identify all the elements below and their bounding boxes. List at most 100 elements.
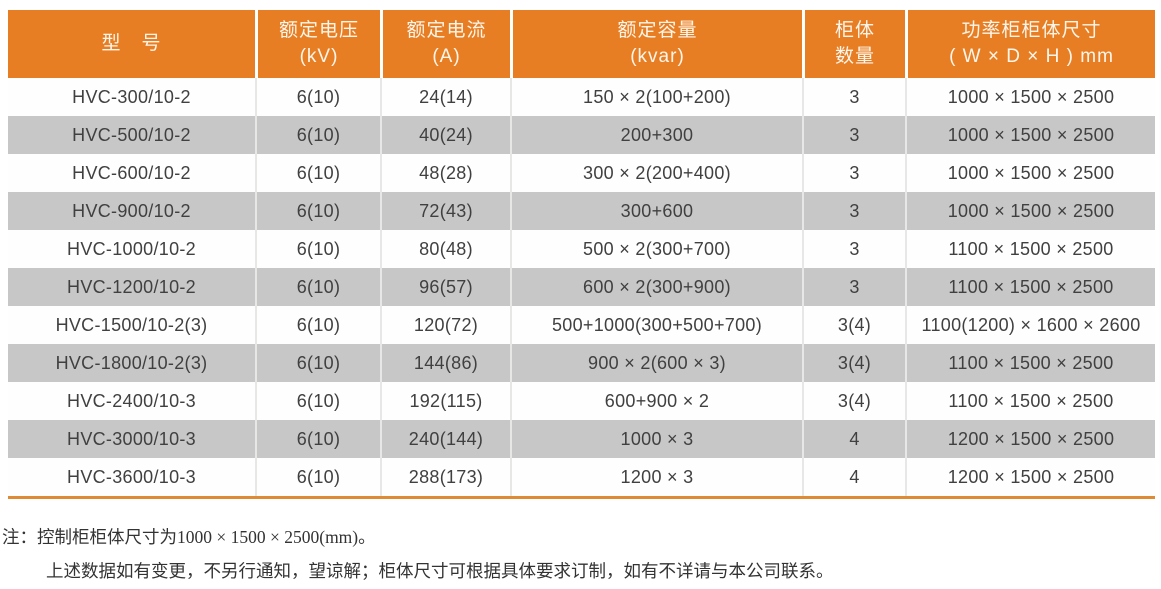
header-label: 功率柜柜体尺寸 <box>961 20 1102 41</box>
table-cell: 240(144) <box>380 420 510 458</box>
table-row: HVC-1500/10-2(3) 6(10) 120(72) 500+1000(300… <box>8 306 1155 344</box>
table-cell: 4 <box>802 420 905 458</box>
table-row: HVC-1200/10-2 6(10) 96(57) 600 × 2(300+900)… <box>8 268 1155 306</box>
table-cell: HVC-1800/10-2(3) <box>55 352 208 373</box>
table-cell: 192(115) <box>380 382 510 420</box>
table-cell: 6(10) <box>255 268 380 306</box>
table-row: HVC-3000/10-3 6(10) 240(144) 1000 × 3 4 1200 … <box>8 420 1155 458</box>
header-label: 额定电流 <box>406 20 487 41</box>
table-cell: 3 <box>802 230 905 268</box>
header-label: 额定容量 <box>617 20 698 41</box>
table-row: HVC-1000/10-2 6(10) 80(48) 500 × 2(300+700)… <box>8 230 1155 268</box>
spec-table: 型 号 额定电压 (kV) 额定电流 (A) 额定容量 (kvar) 柜体 数量… <box>8 10 1155 499</box>
notes: 注：控制柜柜体尺寸为1000 × 1500 × 2500(mm)。 上述数据如有… <box>2 520 1152 588</box>
table-cell: 3(4) <box>802 344 905 382</box>
table-cell: 80(48) <box>380 230 510 268</box>
table-cell: 3(4) <box>802 382 905 420</box>
table-cell: HVC-500/10-2 <box>72 124 191 145</box>
table-body: HVC-300/10-2 6(10) 24(14) 150 × 2(100+200) 3… <box>8 78 1155 499</box>
table-cell: HVC-1500/10-2(3) <box>55 314 208 335</box>
table-row: HVC-1800/10-2(3) 6(10) 144(86) 900 × 2(600 … <box>8 344 1155 382</box>
header-cabinet-count: 柜体 数量 <box>802 10 905 78</box>
header-label: 柜体 <box>834 20 875 41</box>
table-cell: 6(10) <box>255 382 380 420</box>
table-cell: 1000 × 3 <box>510 420 802 458</box>
table-cell: 24(14) <box>380 78 510 116</box>
table-cell: 3 <box>802 268 905 306</box>
header-sublabel: (kV) <box>299 46 339 67</box>
header-cabinet-size: 功率柜柜体尺寸 ( W × D × H ) mm <box>905 10 1155 78</box>
table-cell: 3 <box>802 154 905 192</box>
table-cell: 288(173) <box>380 458 510 496</box>
table-cell: 1100 × 1500 × 2500 <box>905 230 1155 268</box>
header-sublabel: (kvar) <box>630 46 685 67</box>
table-cell: 300+600 <box>510 192 802 230</box>
header-label: 型 号 <box>101 33 162 54</box>
table-cell: HVC-300/10-2 <box>72 86 191 107</box>
table-row: HVC-300/10-2 6(10) 24(14) 150 × 2(100+200) 3… <box>8 78 1155 116</box>
table-row: HVC-2400/10-3 6(10) 192(115) 600+900 × 2 3(4… <box>8 382 1155 420</box>
header-sublabel: ( W × D × H ) mm <box>949 46 1114 67</box>
header-model: 型 号 <box>8 10 255 78</box>
table-cell: 1100 × 1500 × 2500 <box>905 382 1155 420</box>
table-cell: 6(10) <box>255 154 380 192</box>
table-cell: 48(28) <box>380 154 510 192</box>
table-cell: 1000 × 1500 × 2500 <box>905 78 1155 116</box>
table-cell: HVC-600/10-2 <box>72 162 191 183</box>
table-cell: 3(4) <box>802 306 905 344</box>
table-cell: 150 × 2(100+200) <box>510 78 802 116</box>
table-cell: 144(86) <box>380 344 510 382</box>
table-cell: HVC-1000/10-2 <box>67 238 196 259</box>
table-cell: 1000 × 1500 × 2500 <box>905 192 1155 230</box>
table-cell: 1200 × 3 <box>510 458 802 496</box>
table-row: HVC-600/10-2 6(10) 48(28) 300 × 2(200+400) 3… <box>8 154 1155 192</box>
table-cell: 4 <box>802 458 905 496</box>
table-cell: 1000 × 1500 × 2500 <box>905 154 1155 192</box>
table-cell: 600+900 × 2 <box>510 382 802 420</box>
table-cell: HVC-3600/10-3 <box>67 466 196 487</box>
table-cell: 1200 × 1500 × 2500 <box>905 420 1155 458</box>
note-line-2: 上述数据如有变更，不另行通知，望谅解；柜体尺寸可根据具体要求订制，如有不详请与本… <box>46 561 834 581</box>
table-cell: 200+300 <box>510 116 802 154</box>
table-cell: 6(10) <box>255 192 380 230</box>
table-cell: 1100(1200) × 1600 × 2600 <box>905 306 1155 344</box>
table-cell: 900 × 2(600 × 3) <box>510 344 802 382</box>
table-cell: 1100 × 1500 × 2500 <box>905 268 1155 306</box>
table-cell: 500 × 2(300+700) <box>510 230 802 268</box>
header-rated-voltage: 额定电压 (kV) <box>255 10 380 78</box>
table-cell: 72(43) <box>380 192 510 230</box>
table-cell: 6(10) <box>255 116 380 154</box>
table-cell: 1000 × 1500 × 2500 <box>905 116 1155 154</box>
table-cell: 96(57) <box>380 268 510 306</box>
table-cell: 500+1000(300+500+700) <box>510 306 802 344</box>
table-cell: 3 <box>802 78 905 116</box>
header-label: 额定电压 <box>278 20 359 41</box>
table-cell: HVC-3000/10-3 <box>67 428 196 449</box>
table-cell: 6(10) <box>255 78 380 116</box>
header-rated-current: 额定电流 (A) <box>380 10 510 78</box>
table-cell: 6(10) <box>255 230 380 268</box>
table-cell: 3 <box>802 116 905 154</box>
table-row: HVC-900/10-2 6(10) 72(43) 300+600 3 1000 × 15… <box>8 192 1155 230</box>
table-cell: 1100 × 1500 × 2500 <box>905 344 1155 382</box>
table-cell: 120(72) <box>380 306 510 344</box>
table-cell: HVC-2400/10-3 <box>67 390 196 411</box>
table-cell: 6(10) <box>255 306 380 344</box>
note-line-1: 注：控制柜柜体尺寸为1000 × 1500 × 2500(mm)。 <box>2 527 376 547</box>
table-row: HVC-500/10-2 6(10) 40(24) 200+300 3 1000 × 15… <box>8 116 1155 154</box>
header-rated-capacity: 额定容量 (kvar) <box>510 10 802 78</box>
header-sublabel: (A) <box>432 46 461 67</box>
table-header-row: 型 号 额定电压 (kV) 额定电流 (A) 额定容量 (kvar) 柜体 数量… <box>8 10 1155 78</box>
table-cell: 6(10) <box>255 420 380 458</box>
table-cell: 40(24) <box>380 116 510 154</box>
table-cell: 600 × 2(300+900) <box>510 268 802 306</box>
table-cell: HVC-900/10-2 <box>72 200 191 221</box>
table-cell: HVC-1200/10-2 <box>67 276 196 297</box>
table-row: HVC-3600/10-3 6(10) 288(173) 1200 × 3 4 1200 … <box>8 458 1155 496</box>
table-cell: 6(10) <box>255 458 380 496</box>
header-sublabel: 数量 <box>834 46 875 67</box>
table-cell: 6(10) <box>255 344 380 382</box>
table-cell: 300 × 2(200+400) <box>510 154 802 192</box>
table-cell: 3 <box>802 192 905 230</box>
table-cell: 1200 × 1500 × 2500 <box>905 458 1155 496</box>
